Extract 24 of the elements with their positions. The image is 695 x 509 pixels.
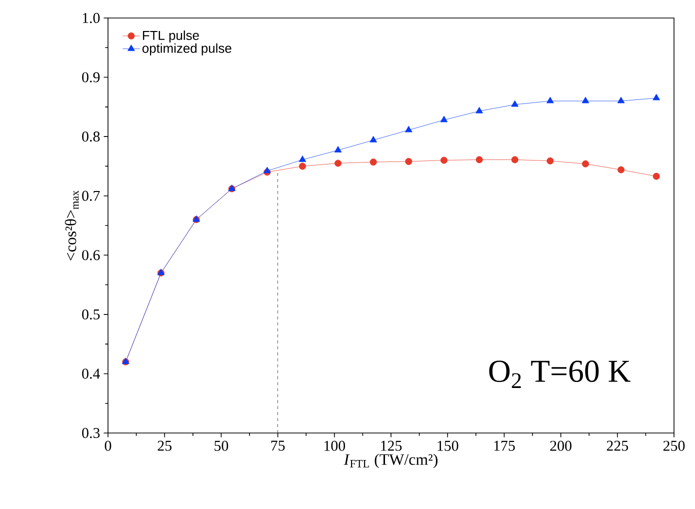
y-tick-label: 0.9 — [82, 72, 100, 82]
legend-label: optimized pulse — [142, 43, 232, 56]
x-tick-label: 150 — [438, 440, 458, 451]
x-axis-title: I$_{FTL}$ (TW/cm²) — [344, 454, 438, 468]
x-tick-label: 100 — [324, 440, 346, 451]
x-tick-label: 50 — [214, 440, 228, 451]
x-tick-label: 75 — [271, 440, 285, 451]
x-tick-label: 225 — [606, 440, 628, 451]
legend-label: FTL pulse — [142, 30, 199, 43]
y-tick-label: 0.8 — [82, 131, 100, 142]
annotation: O$_{2}$ T=60 K — [489, 360, 630, 388]
x-tick-label: 125 — [381, 440, 402, 451]
x-tick-label: 25 — [158, 440, 172, 451]
x-tick-label: 175 — [494, 440, 515, 451]
x-tick-label: 0 — [104, 440, 112, 451]
y-tick-label: 0.3 — [82, 428, 100, 438]
y-axis-title: <cos²θ>$_{max}$ — [64, 190, 79, 260]
y-tick-label: 0.7 — [82, 190, 100, 201]
x-tick-label: 250 — [663, 440, 685, 451]
y-tick-label: 0.6 — [82, 250, 100, 260]
y-tick-label: 0.5 — [82, 309, 100, 320]
x-tick-label: 200 — [550, 440, 572, 451]
y-tick-label: 0.4 — [82, 368, 100, 379]
y-tick-label: 1.0 — [82, 12, 100, 24]
